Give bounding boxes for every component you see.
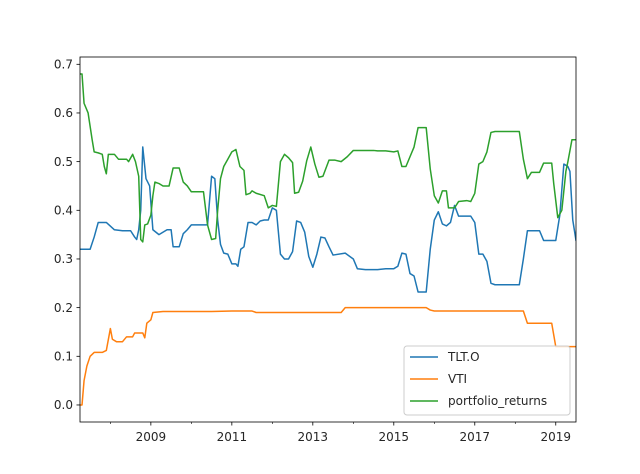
legend: TLT.O VTI portfolio_returns [403, 345, 571, 416]
y-tick-label: 0.5 [54, 155, 73, 169]
x-tick-label: 2011 [217, 430, 248, 444]
y-tick-label: 0.3 [54, 252, 73, 266]
x-tick-label: 2015 [379, 430, 410, 444]
series-line-vti [80, 306, 576, 406]
y-tick-label: 0.4 [54, 204, 73, 218]
y-tick-label: 0.0 [54, 398, 73, 412]
y-tick-label: 0.7 [54, 58, 73, 72]
legend-label-portfolio: portfolio_returns [448, 394, 547, 408]
y-tick-label: 0.1 [54, 350, 73, 364]
series-line-portfolio-returns [80, 73, 576, 243]
x-axis: 2009 2011 2013 2015 2017 2019 [110, 422, 571, 444]
x-tick-label: 2009 [136, 430, 167, 444]
legend-label-vti: VTI [448, 372, 467, 386]
y-tick-label: 0.2 [54, 301, 73, 315]
x-tick-label: 2019 [540, 430, 571, 444]
y-axis: 0.0 0.1 0.2 0.3 0.4 0.5 0.6 0.7 [54, 58, 80, 412]
x-tick-label: 2017 [460, 430, 491, 444]
y-tick-label: 0.6 [54, 106, 73, 120]
x-tick-label: 2013 [298, 430, 329, 444]
legend-label-tlt: TLT.O [447, 350, 480, 364]
series-line-tlt-o [80, 146, 576, 293]
series-layer [80, 73, 576, 406]
legend-box [403, 345, 571, 416]
plot-frame [79, 56, 577, 423]
